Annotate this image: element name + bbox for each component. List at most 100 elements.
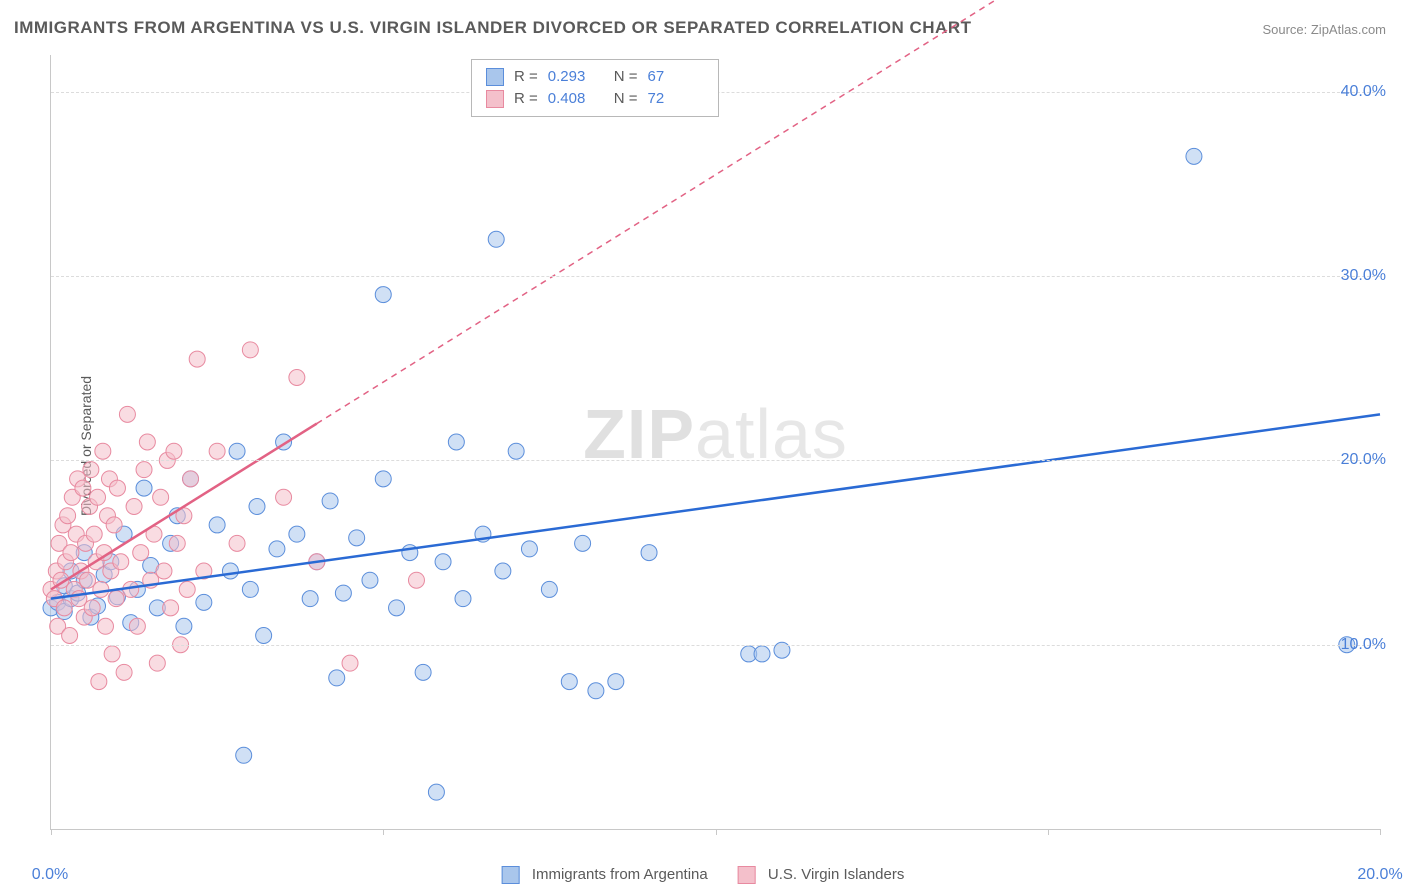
legend-row-argentina: R = 0.293 N = 67 (486, 66, 704, 88)
data-point (236, 747, 252, 763)
legend-item-virgin-islanders: U.S. Virgin Islanders (738, 866, 905, 884)
data-point (521, 541, 537, 557)
data-point (63, 545, 79, 561)
data-point (302, 591, 318, 607)
data-point (156, 563, 172, 579)
data-point (289, 526, 305, 542)
data-point (93, 581, 109, 597)
x-tick-mark (1380, 829, 1381, 835)
plot-svg (51, 55, 1380, 829)
data-point (163, 600, 179, 616)
data-point (86, 526, 102, 542)
data-point (189, 351, 205, 367)
grid-line (51, 645, 1380, 646)
data-point (139, 434, 155, 450)
data-point (113, 554, 129, 570)
x-tick-mark (716, 829, 717, 835)
data-point (242, 581, 258, 597)
data-point (641, 545, 657, 561)
data-point (375, 471, 391, 487)
data-point (229, 443, 245, 459)
data-point (561, 674, 577, 690)
data-point (222, 563, 238, 579)
data-point (169, 535, 185, 551)
data-point (428, 784, 444, 800)
data-point (349, 530, 365, 546)
data-point (91, 674, 107, 690)
data-point (256, 628, 272, 644)
legend-row-virgin-islanders: R = 0.408 N = 72 (486, 88, 704, 110)
x-tick-20: 20.0% (1357, 866, 1402, 884)
legend-item-argentina: Immigrants from Argentina (502, 866, 708, 884)
chart-title: IMMIGRANTS FROM ARGENTINA VS U.S. VIRGIN… (14, 18, 971, 38)
data-point (97, 618, 113, 634)
data-point (269, 541, 285, 557)
data-point (408, 572, 424, 588)
grid-line (51, 276, 1380, 277)
correlation-legend: R = 0.293 N = 67 R = 0.408 N = 72 (471, 59, 719, 117)
data-point (362, 572, 378, 588)
data-point (116, 664, 132, 680)
data-point (60, 508, 76, 524)
data-point (209, 517, 225, 533)
source-attribution: Source: ZipAtlas.com (1262, 22, 1386, 37)
data-point (249, 499, 265, 515)
data-point (62, 628, 78, 644)
data-point (541, 581, 557, 597)
data-point (209, 443, 225, 459)
data-point (335, 585, 351, 601)
x-tick-mark (51, 829, 52, 835)
data-point (289, 370, 305, 386)
data-point (129, 618, 145, 634)
data-point (342, 655, 358, 671)
data-point (136, 480, 152, 496)
legend-swatch-virgin-islanders (486, 90, 504, 108)
data-point (179, 581, 195, 597)
data-point (435, 554, 451, 570)
x-tick-mark (1048, 829, 1049, 835)
data-point (229, 535, 245, 551)
data-point (106, 517, 122, 533)
data-point (56, 600, 72, 616)
data-point (608, 674, 624, 690)
data-point (276, 489, 292, 505)
data-point (136, 462, 152, 478)
y-tick-label: 10.0% (1341, 636, 1386, 654)
data-point (149, 655, 165, 671)
legend-swatch-argentina (486, 68, 504, 86)
data-point (488, 231, 504, 247)
data-point (183, 471, 199, 487)
data-point (83, 462, 99, 478)
data-point (329, 670, 345, 686)
data-point (84, 600, 100, 616)
data-point (754, 646, 770, 662)
data-point (508, 443, 524, 459)
data-point (448, 434, 464, 450)
data-point (104, 646, 120, 662)
x-tick-mark (383, 829, 384, 835)
data-point (242, 342, 258, 358)
series-legend: Immigrants from Argentina U.S. Virgin Is… (502, 866, 905, 884)
y-tick-label: 20.0% (1341, 451, 1386, 469)
data-point (588, 683, 604, 699)
legend-swatch-bottom-virgin-islanders (738, 866, 756, 884)
data-point (322, 493, 338, 509)
data-point (75, 480, 91, 496)
data-point (95, 443, 111, 459)
y-tick-label: 40.0% (1341, 83, 1386, 101)
data-point (575, 535, 591, 551)
data-point (1186, 148, 1202, 164)
data-point (455, 591, 471, 607)
data-point (166, 443, 182, 459)
data-point (109, 480, 125, 496)
data-point (176, 618, 192, 634)
data-point (90, 489, 106, 505)
plot-area: ZIPatlas R = 0.293 N = 67 R = 0.408 N = … (50, 55, 1380, 830)
data-point (495, 563, 511, 579)
correlation-chart: IMMIGRANTS FROM ARGENTINA VS U.S. VIRGIN… (0, 0, 1406, 892)
data-point (375, 287, 391, 303)
data-point (196, 594, 212, 610)
data-point (119, 406, 135, 422)
data-point (389, 600, 405, 616)
data-point (108, 591, 124, 607)
